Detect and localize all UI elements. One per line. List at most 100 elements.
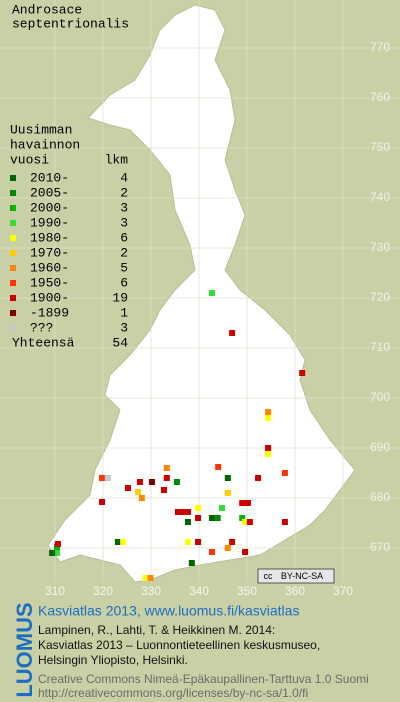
legend-label: 2010- — [30, 170, 69, 185]
observation — [208, 290, 215, 296]
legend-swatch — [10, 250, 16, 256]
x-tick-label: 320 — [93, 584, 113, 598]
legend-swatch — [10, 265, 16, 271]
observation — [208, 515, 215, 521]
legend-swatch — [10, 295, 16, 301]
observation — [53, 550, 60, 556]
observation — [224, 475, 231, 481]
legend-count: 6 — [120, 275, 128, 290]
x-tick-label: 310 — [45, 584, 65, 598]
title: Androsace — [12, 2, 82, 17]
legend-swatch — [10, 175, 16, 181]
legend-count: 5 — [120, 260, 128, 275]
y-tick-label: 680 — [370, 490, 390, 504]
legend-label: 1950- — [30, 275, 69, 290]
observation — [214, 515, 221, 521]
observation — [244, 500, 251, 506]
y-tick-label: 740 — [370, 190, 390, 204]
observation — [54, 541, 61, 547]
observation — [242, 519, 249, 525]
legend-swatch — [10, 235, 16, 241]
observation — [104, 475, 111, 481]
legend-total-count: 54 — [112, 335, 128, 350]
observation — [246, 519, 253, 525]
x-tick-label: 340 — [189, 584, 209, 598]
legend-swatch — [10, 280, 16, 286]
observation — [138, 495, 145, 501]
legend-label: 1970- — [30, 245, 69, 260]
citation: Helsingin Yliopisto, Helsinki. — [38, 653, 188, 667]
observation — [163, 465, 170, 471]
observation — [242, 549, 249, 555]
legend-label: 1960- — [30, 260, 69, 275]
observation — [188, 560, 195, 566]
observation — [265, 445, 272, 451]
observation — [120, 539, 127, 545]
badge-box — [257, 568, 335, 584]
x-tick-label: 330 — [141, 584, 161, 598]
observation — [114, 539, 121, 545]
observation — [148, 479, 155, 485]
observation — [265, 415, 272, 421]
observation — [174, 509, 181, 515]
y-tick-label: 700 — [370, 390, 390, 404]
y-tick-label: 770 — [370, 40, 390, 54]
legend-count: 1 — [120, 305, 128, 320]
observation — [281, 470, 288, 476]
legend-label: 2005- — [30, 185, 69, 200]
observation — [215, 464, 222, 470]
observation — [219, 505, 226, 511]
observation — [265, 451, 272, 457]
observation — [255, 475, 262, 481]
observation — [142, 575, 149, 581]
observation — [239, 500, 246, 506]
brand: LUOMUS — [12, 602, 37, 697]
points — [49, 290, 306, 581]
legend-count: 2 — [120, 185, 128, 200]
legend-count: 19 — [112, 290, 128, 305]
observation — [147, 575, 154, 581]
observation — [195, 539, 202, 545]
observation — [184, 519, 191, 525]
y-tick-label: 750 — [370, 140, 390, 154]
observation — [173, 479, 180, 485]
legend-label: 1990- — [30, 215, 69, 230]
license: Creative Commons Nimeä-Epäkaupallinen-Ta… — [38, 672, 369, 686]
observation — [299, 370, 306, 376]
title: septentrionalis — [12, 16, 129, 31]
legend-count: 3 — [120, 320, 128, 335]
legend-label: -1899 — [30, 305, 69, 320]
legend-label: 1900- — [30, 290, 69, 305]
finland-outline — [47, 4, 356, 583]
observation — [265, 409, 272, 415]
observation — [99, 499, 106, 505]
observation — [163, 475, 170, 481]
observation — [224, 490, 231, 496]
observation — [99, 475, 106, 481]
observation — [195, 515, 202, 521]
y-tick-label: 730 — [370, 240, 390, 254]
legend-label: 1980- — [30, 230, 69, 245]
x-tick-label: 350 — [237, 584, 257, 598]
legend-label: 2000- — [30, 200, 69, 215]
legend-count: 2 — [120, 245, 128, 260]
headline: Kasviatlas 2013, www.luomus.fi/kasviatla… — [38, 603, 299, 619]
observation — [184, 509, 191, 515]
observation — [195, 505, 202, 511]
observation — [49, 550, 56, 556]
legend-swatch — [10, 190, 16, 196]
y-tick-label: 710 — [370, 340, 390, 354]
legend-heading: vuosi — [10, 152, 49, 167]
legend-count: 4 — [120, 170, 128, 185]
y-tick-label: 720 — [370, 290, 390, 304]
legend-swatch — [10, 220, 16, 226]
license-badge: cc BY-NC-SA — [257, 568, 335, 584]
observation — [180, 509, 187, 515]
legend: 2010- 4 2005- 2 2000- 3 1990- 3 1980- 6 1970- 2 1960… — [10, 170, 128, 350]
license: http://creativecommons.org/licenses/by-n… — [38, 686, 308, 700]
legend-count-heading: lkm — [105, 152, 129, 167]
legend-swatch — [10, 205, 16, 211]
legend-heading: havainnon — [10, 137, 80, 152]
legend-count: 6 — [120, 230, 128, 245]
